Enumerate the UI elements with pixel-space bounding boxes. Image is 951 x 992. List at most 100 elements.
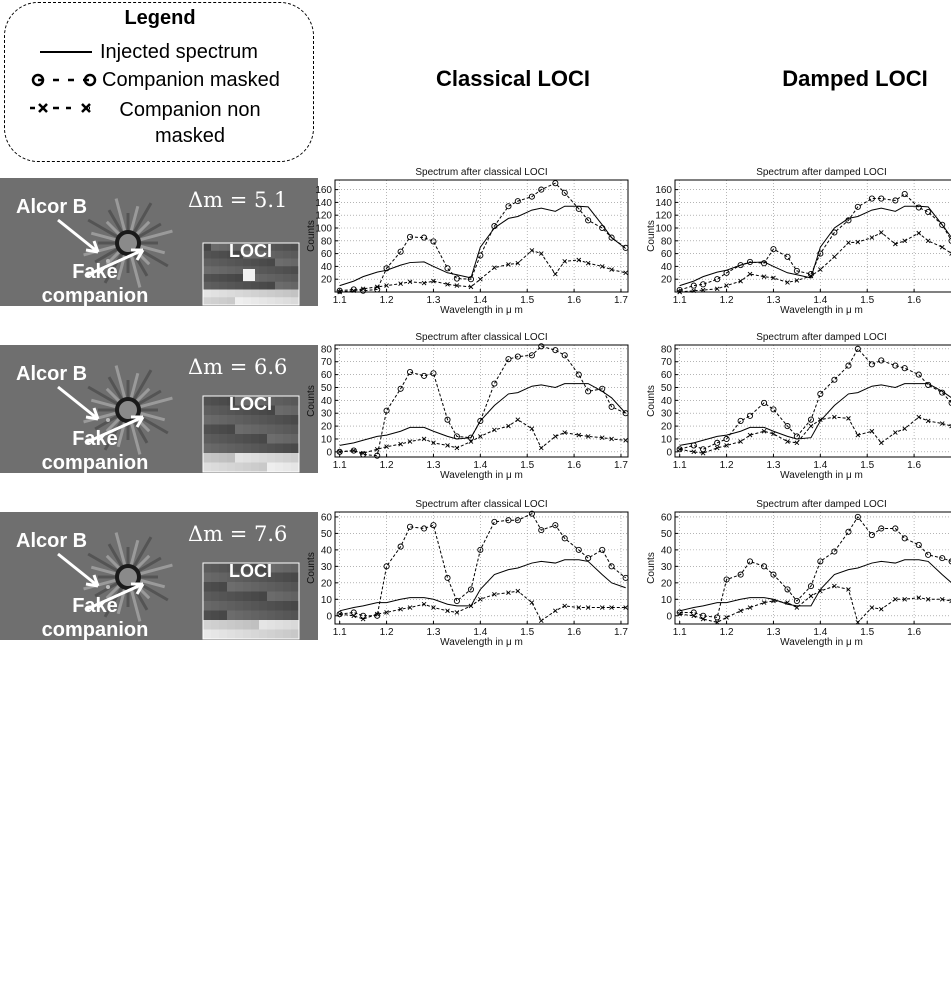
marker xyxy=(561,189,568,196)
inset-pixel xyxy=(275,582,283,592)
inset-pixel xyxy=(275,572,283,583)
marker xyxy=(690,609,697,616)
arrow xyxy=(84,415,145,445)
marker xyxy=(916,595,922,600)
inset-pixel xyxy=(227,591,235,602)
inset-pixel xyxy=(275,629,283,640)
marker xyxy=(817,390,824,397)
marker xyxy=(832,414,837,420)
inset-pixel xyxy=(203,258,211,267)
inset-pixel xyxy=(227,289,235,298)
companion-dot xyxy=(106,418,110,422)
inset-pixel xyxy=(267,462,275,473)
inset-pixel xyxy=(275,415,283,425)
inset-pixel xyxy=(291,415,299,425)
y-tick-label: 120 xyxy=(315,211,332,222)
inset-pixel xyxy=(251,405,259,416)
marker xyxy=(360,286,366,292)
marker xyxy=(562,603,568,609)
marker xyxy=(552,347,559,354)
legend: Legend Injected spectrum Companion maske… xyxy=(4,2,314,162)
inset-pixel xyxy=(275,405,283,416)
marker xyxy=(623,437,628,443)
marker xyxy=(360,287,367,294)
marker xyxy=(477,252,484,259)
inset-pixel xyxy=(283,424,291,435)
marker xyxy=(514,517,521,524)
speckle xyxy=(105,416,122,433)
inset-pixel xyxy=(203,582,211,592)
marker xyxy=(785,600,790,605)
marker xyxy=(831,229,838,236)
inset-pixel xyxy=(283,572,291,583)
inset-pixel xyxy=(203,591,211,602)
marker xyxy=(561,352,568,359)
y-axis-label: Counts xyxy=(646,385,657,417)
inset-pixel xyxy=(211,266,219,275)
chart-title: Spectrum after damped LOCI xyxy=(756,499,887,510)
x-tick-label: 1.6 xyxy=(567,627,581,638)
inset-pixel xyxy=(291,591,299,602)
inset-pixel xyxy=(243,415,251,425)
marker xyxy=(690,282,697,289)
marker xyxy=(808,593,814,599)
marker xyxy=(831,548,838,555)
marker xyxy=(468,284,474,290)
inset-pixel xyxy=(275,243,283,252)
y-tick-label: 40 xyxy=(661,396,673,407)
speckle xyxy=(129,252,142,288)
marker xyxy=(337,611,343,617)
inset-pixel xyxy=(267,266,275,275)
marker xyxy=(360,616,366,622)
inset-pixel xyxy=(203,250,211,259)
inset-pixel xyxy=(219,415,227,425)
speckle xyxy=(87,385,121,407)
inset-pixel xyxy=(291,405,299,416)
inset-frame xyxy=(202,242,300,306)
marker xyxy=(374,446,380,452)
marker xyxy=(714,276,721,283)
inset-pixel xyxy=(291,572,299,583)
marker xyxy=(575,546,582,553)
marker xyxy=(677,446,683,452)
legend-sample xyxy=(31,73,45,87)
marker xyxy=(677,611,683,617)
inset-pixel xyxy=(211,443,219,454)
marker xyxy=(622,410,629,417)
marker xyxy=(738,439,743,444)
marker xyxy=(700,287,706,293)
inset-pixel xyxy=(227,274,235,283)
marker xyxy=(398,606,403,612)
marker xyxy=(846,416,851,421)
marker xyxy=(454,610,460,615)
marker xyxy=(445,443,450,448)
speckle xyxy=(87,552,121,574)
inset-pixel xyxy=(227,396,235,406)
x-axis-label: Wavelength in μ m xyxy=(440,470,523,481)
speckle xyxy=(105,220,122,237)
inset-pixel xyxy=(243,462,251,473)
column-title: Damped LOCI xyxy=(782,66,928,91)
inset-pixel xyxy=(211,289,219,298)
inset-pixel xyxy=(203,396,211,406)
marker xyxy=(491,223,498,230)
marker xyxy=(845,217,852,224)
y-tick-label: 40 xyxy=(661,545,673,556)
inset-pixel xyxy=(259,610,267,621)
inset-pixel xyxy=(291,396,299,406)
inset-pixel xyxy=(275,297,283,306)
marker xyxy=(468,603,474,609)
marker xyxy=(623,605,628,610)
marker xyxy=(845,362,852,369)
marker xyxy=(491,380,498,387)
inset-pixel xyxy=(251,563,259,573)
delta-m: Δm = 6.6 xyxy=(188,355,288,379)
marker xyxy=(492,592,497,597)
inset-pixel xyxy=(251,243,259,252)
inset-pixel xyxy=(219,297,227,306)
inset-pixel xyxy=(243,424,251,435)
speckle xyxy=(94,580,121,598)
inset-pixel xyxy=(219,405,227,416)
inset-pixel xyxy=(211,281,219,290)
inset-pixel xyxy=(203,462,211,473)
